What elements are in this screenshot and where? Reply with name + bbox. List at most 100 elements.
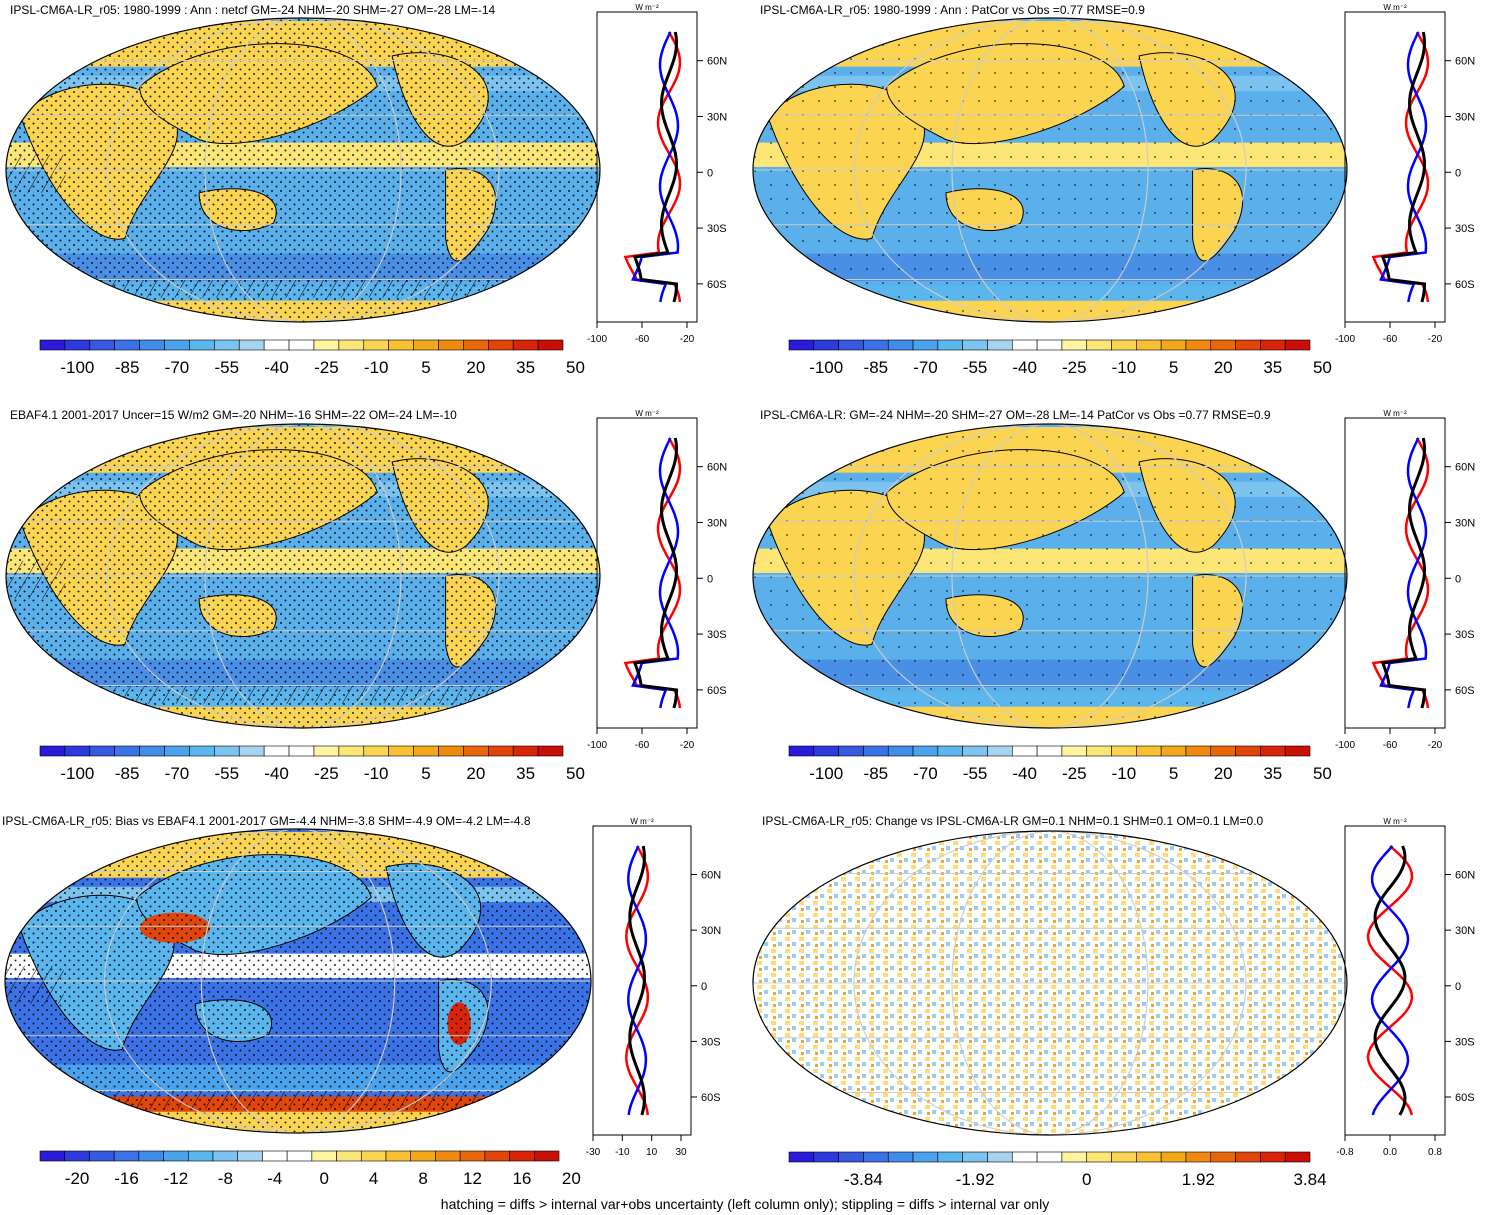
panel-6-unit-label: W m⁻² [1383,817,1407,826]
colorbar-swatch [1160,339,1187,351]
panel-2-colorbar: -100 -85 -70 -55 -40 -25 -10 5 20 35 50 [788,339,1332,377]
panel-2-colorbar-label: 50 [1313,358,1332,377]
colorbar-swatch [887,745,914,757]
colorbar-swatch [438,745,464,757]
panel-4-colorbar-label: -40 [1012,764,1037,783]
panel-2-colorbar-label: -55 [963,358,988,377]
colorbar-swatch [1160,1151,1187,1163]
panel-4-lat-tick: 60N [1455,462,1475,474]
colorbar-swatch [187,1150,214,1162]
panel-2-zonal-tick: -60 [1383,334,1398,345]
panel-3-zonal-tick: -20 [680,740,695,751]
panel-3-colorbar: -100 -85 -70 -55 -40 -25 -10 5 20 35 50 [39,745,585,783]
colorbar-swatch [887,339,914,351]
colorbar-swatch [262,1150,288,1162]
panel-5-colorbar-label: -12 [164,1169,189,1188]
colorbar-swatch [937,339,963,351]
panel-1-lat-tick: 0 [707,167,713,179]
panel-6-colorbar-label: -1.92 [956,1170,995,1189]
panel-1-colorbar-label: -100 [60,358,94,377]
colorbar-swatch [1235,1151,1261,1163]
panel-5-colorbar-label: -16 [114,1169,139,1188]
panel-1-title: IPSL-CM6A-LR_r05: 1980-1999 : Ann : netc… [10,3,496,17]
colorbar-swatch [360,1150,387,1162]
colorbar-swatch [237,1150,263,1162]
colorbar-swatch [788,1151,815,1163]
colorbar-swatch [1111,1151,1137,1163]
panel-6-colorbar-label: 3.84 [1293,1170,1326,1189]
colorbar-swatch [813,745,839,757]
colorbar-swatch [863,745,889,757]
panel-3-lat-tick: 60N [707,462,727,474]
colorbar-swatch [1284,745,1311,757]
colorbar-swatch [363,339,389,351]
panel-5-colorbar-label: -4 [267,1169,282,1188]
panel-3-colorbar-label: -10 [364,764,389,783]
colorbar-swatch [89,339,116,351]
panel-3-colorbar-label: 35 [516,764,535,783]
panel-5-colorbar-label: 20 [562,1169,581,1188]
panel-1-colorbar-label: 20 [466,358,485,377]
colorbar-swatch [1011,745,1038,757]
panel-2-zonal-profile: W m⁻² 60N 30N 0 30S 60S -100 -60 -20 [1335,3,1475,345]
panel-5-colorbar: -20 -16 -12 -8 -4 0 4 8 12 16 20 [39,1150,581,1188]
colorbar-swatch [1210,339,1236,351]
panel-4-colorbar-label: -85 [864,764,889,783]
colorbar-swatch [336,1150,362,1162]
colorbar-swatch [286,1150,313,1162]
colorbar-swatch [288,339,315,351]
panel-3-zonal-tick: -60 [635,740,650,751]
panel-1-colorbar-label: 50 [566,358,585,377]
panel-3-colorbar-label: -55 [214,764,239,783]
panel-3-colorbar-label: -100 [60,764,94,783]
panel-6-colorbar-label: 1.92 [1182,1170,1215,1189]
panel-4-zonal-tick: -60 [1383,740,1398,751]
panel-1-lat-tick: 60S [707,279,727,291]
panel-3-unit-label: W m⁻² [635,409,659,418]
colorbar-swatch [937,745,963,757]
panel-2-title: IPSL-CM6A-LR_r05: 1980-1999 : Ann : PatC… [760,3,1145,17]
colorbar-swatch [410,1150,436,1162]
colorbar-swatch [1210,745,1236,757]
panel-2-lat-tick: 60N [1455,56,1475,68]
colorbar-swatch [487,339,514,351]
panel-1-zonal-profile: W m⁻² 60N 30N 0 30S 60S -100 -60 -20 [587,3,727,345]
colorbar-swatch [1011,1151,1038,1163]
colorbar-swatch [313,745,340,757]
panel-2-zonal-tick: -100 [1335,334,1355,345]
colorbar-swatch [813,1151,839,1163]
colorbar-swatch [388,339,414,351]
colorbar-swatch [438,339,464,351]
colorbar-swatch [863,1151,889,1163]
panel-5-colorbar-label: 0 [319,1169,328,1188]
colorbar-swatch [214,339,240,351]
colorbar-swatch [311,1150,337,1162]
panel-4-colorbar: -100 -85 -70 -55 -40 -25 -10 5 20 35 50 [788,745,1332,783]
colorbar-swatch [138,1150,164,1162]
colorbar-swatch [512,745,539,757]
colorbar-swatch [1136,339,1162,351]
colorbar-swatch [139,339,165,351]
colorbar-swatch [435,1150,461,1162]
panel-5-colorbar-label: 12 [463,1169,482,1188]
panel-3-colorbar-label: 5 [421,764,430,783]
panel-1-zonal-tick: -100 [587,334,607,345]
panel-5-lat-tick: 60N [701,870,721,882]
colorbar-swatch [1086,339,1112,351]
panel-1-colorbar-label: -55 [214,358,239,377]
panel-5-lat-tick: 60S [701,1092,721,1104]
colorbar-swatch [338,339,365,351]
panel-4-colorbar-label: 50 [1313,764,1332,783]
panel-1-colorbar-label: -85 [115,358,140,377]
colorbar-swatch [1111,745,1137,757]
panel-6-lat-tick: 0 [1455,981,1461,993]
panel-1-colorbar-label: -10 [364,358,389,377]
colorbar-swatch [1036,745,1063,757]
panel-2-unit-label: W m⁻² [1383,3,1407,12]
panel-1-colorbar-label: 5 [421,358,430,377]
panel-5-unit-label: W m⁻² [630,817,654,826]
colorbar-swatch [1260,339,1286,351]
panel-3-colorbar-label: -40 [264,764,289,783]
colorbar-swatch [962,339,988,351]
